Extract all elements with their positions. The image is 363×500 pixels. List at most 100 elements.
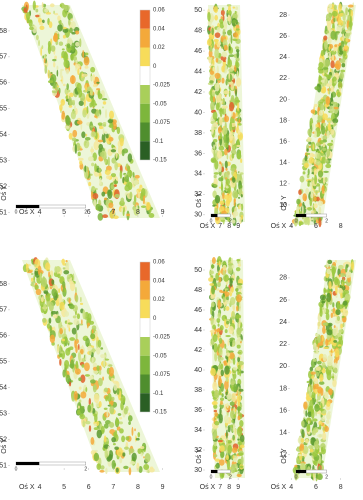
raster-patch <box>144 453 151 463</box>
raster-patch <box>319 303 322 314</box>
raster-patch <box>238 317 241 328</box>
raster-patch <box>352 2 355 12</box>
raster-patch <box>236 394 242 403</box>
raster-patch <box>216 65 219 76</box>
raster-patch <box>64 310 70 317</box>
raster-patch <box>58 288 61 294</box>
raster-patch <box>90 75 93 82</box>
x-tick-label: 4 <box>289 223 293 230</box>
raster-patch <box>97 139 104 143</box>
raster-patch <box>93 423 97 426</box>
raster-patch <box>134 174 140 179</box>
raster-patch <box>219 131 222 140</box>
raster-patch <box>223 414 229 424</box>
raster-patch <box>306 424 311 432</box>
raster-patch <box>90 437 95 445</box>
raster-patch <box>129 191 133 199</box>
raster-patch <box>140 452 143 457</box>
x-tick-label: 8 <box>227 223 231 230</box>
raster-patch <box>48 70 51 79</box>
raster-patch <box>222 127 228 135</box>
raster-patch <box>107 119 114 124</box>
raster-patch <box>319 374 324 382</box>
raster-patch <box>313 440 319 450</box>
y-tick-label: 52 <box>0 183 7 190</box>
raster-patch <box>301 420 305 428</box>
raster-patch <box>297 454 302 457</box>
raster-patch <box>98 182 104 187</box>
raster-patch <box>90 190 94 201</box>
scale-bar-label: 2 <box>325 218 328 224</box>
raster-patch <box>321 125 326 135</box>
raster-patch <box>316 152 322 160</box>
raster-patch <box>209 80 214 84</box>
raster-patch <box>144 202 147 205</box>
raster-patch <box>90 379 96 384</box>
raster-patch <box>77 405 80 409</box>
raster-patch <box>53 10 56 15</box>
raster-patch <box>227 339 230 347</box>
raster-patch <box>97 122 103 126</box>
raster-patch <box>237 452 244 456</box>
raster-patch <box>63 4 70 12</box>
raster-patch <box>311 375 315 379</box>
raster-patch <box>103 423 109 429</box>
y-tick-label: 56 <box>0 333 7 340</box>
raster-patch <box>309 152 315 158</box>
raster-patch <box>31 281 36 284</box>
raster-patch <box>236 118 240 121</box>
raster-patch <box>235 314 242 320</box>
raster-patch <box>236 70 239 80</box>
raster-patch <box>107 445 110 456</box>
raster-patch <box>318 424 322 430</box>
raster-patch <box>93 427 99 431</box>
raster-patch <box>316 142 321 147</box>
raster-patch <box>42 317 47 323</box>
raster-patch <box>81 73 88 78</box>
raster-patch <box>79 160 83 165</box>
raster-patch <box>214 14 218 21</box>
raster-patch <box>104 169 111 175</box>
raster-patch <box>314 209 317 214</box>
raster-patch <box>239 257 241 266</box>
raster-patch <box>308 444 314 450</box>
raster-patch <box>54 13 59 16</box>
raster-patch <box>230 94 235 104</box>
raster-patch <box>326 130 330 139</box>
raster-patch <box>299 445 305 451</box>
raster-patch <box>339 58 346 64</box>
raster-patch <box>148 467 155 473</box>
raster-patch <box>87 322 90 327</box>
y-tick-label: 57 <box>0 307 7 314</box>
raster-patch <box>213 148 216 159</box>
raster-patch <box>293 217 298 227</box>
raster-patch <box>92 187 98 191</box>
raster-patch <box>322 147 327 152</box>
raster-patch <box>237 415 241 421</box>
raster-patch <box>80 296 82 303</box>
raster-patch <box>101 98 108 101</box>
raster-patch <box>68 278 73 285</box>
raster-patch <box>210 157 217 164</box>
raster-patch <box>224 318 227 327</box>
raster-patch <box>236 258 241 262</box>
raster-patch <box>213 6 219 13</box>
raster-patch <box>133 206 140 216</box>
raster-patch <box>134 428 136 432</box>
raster-patch <box>224 94 227 98</box>
raster-patch <box>103 407 108 411</box>
raster-patch <box>310 192 314 199</box>
raster-patch <box>238 360 244 366</box>
raster-patch <box>30 272 34 276</box>
colorbar-frame <box>139 9 151 161</box>
map-panel <box>206 3 245 227</box>
raster-patch <box>236 344 241 349</box>
raster-patch <box>223 360 228 365</box>
raster-patch <box>238 184 243 189</box>
raster-patch <box>212 111 218 120</box>
raster-patch <box>232 19 237 24</box>
x-tick-label: 8 <box>136 484 140 491</box>
raster-patch <box>339 71 344 80</box>
raster-patch <box>214 389 220 399</box>
raster-patch <box>319 99 323 103</box>
